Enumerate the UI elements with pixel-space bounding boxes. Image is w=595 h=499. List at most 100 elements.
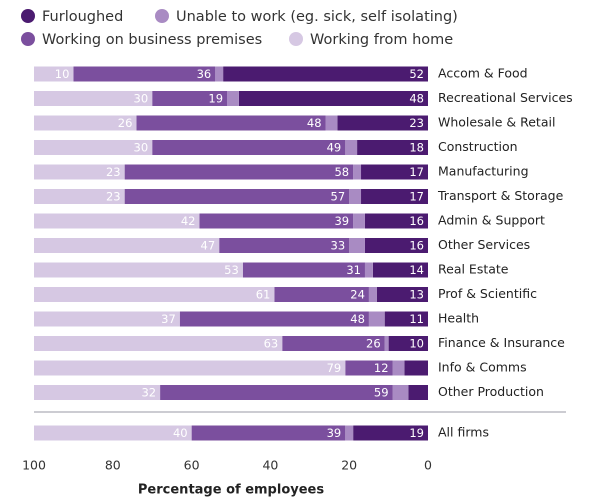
bar-segment bbox=[34, 115, 137, 131]
category-label: Manufacturing bbox=[438, 164, 529, 179]
bar-segment bbox=[34, 360, 346, 376]
category-label: Admin & Support bbox=[438, 213, 545, 228]
value-label: 52 bbox=[409, 67, 424, 81]
bar-segment bbox=[392, 360, 405, 376]
bar-segment bbox=[349, 189, 362, 204]
category-label: Transport & Storage bbox=[437, 188, 564, 203]
bar-segment bbox=[337, 115, 428, 131]
value-label: 48 bbox=[409, 92, 424, 106]
value-label: 18 bbox=[409, 141, 424, 155]
bar-segment bbox=[34, 262, 243, 278]
x-tick-label: 80 bbox=[105, 458, 121, 473]
value-label: 47 bbox=[201, 239, 216, 253]
bar-segment bbox=[238, 91, 428, 106]
value-label: 30 bbox=[134, 92, 149, 106]
value-label: 39 bbox=[334, 214, 349, 228]
bar-segment bbox=[349, 238, 365, 253]
x-axis-label: Percentage of employees bbox=[138, 483, 324, 498]
bar-segment bbox=[361, 189, 428, 204]
x-tick-label: 100 bbox=[22, 458, 46, 473]
bar-segment bbox=[179, 311, 369, 327]
bar-segment bbox=[34, 425, 192, 441]
bar-segment bbox=[361, 164, 428, 180]
bar-segment bbox=[152, 91, 228, 106]
bar-segment bbox=[392, 385, 409, 400]
category-label: Prof & Scientific bbox=[438, 286, 537, 301]
bar-segment bbox=[376, 287, 428, 302]
value-label: 10 bbox=[409, 337, 424, 351]
bar-segment bbox=[219, 238, 350, 253]
value-label: 42 bbox=[181, 214, 196, 228]
value-label: 48 bbox=[350, 312, 365, 326]
value-label: 24 bbox=[350, 288, 365, 302]
bar-segment bbox=[357, 140, 428, 155]
bar-segment bbox=[404, 360, 428, 376]
bar-segment bbox=[274, 287, 369, 302]
value-label: 63 bbox=[264, 337, 279, 351]
bar-segment bbox=[136, 115, 326, 131]
bar-segment bbox=[152, 140, 346, 155]
category-label: Wholesale & Retail bbox=[438, 115, 555, 130]
value-label: 23 bbox=[409, 116, 424, 130]
value-label: 40 bbox=[173, 426, 188, 440]
category-label: Accom & Food bbox=[438, 66, 528, 81]
legend-marker bbox=[21, 9, 35, 23]
value-label: 13 bbox=[409, 288, 424, 302]
value-label: 58 bbox=[334, 165, 349, 179]
bar-segment bbox=[34, 189, 125, 204]
value-label: 39 bbox=[327, 426, 342, 440]
value-label: 31 bbox=[346, 263, 361, 277]
bar-segment bbox=[191, 425, 346, 441]
bar-segment bbox=[368, 311, 385, 327]
value-label: 59 bbox=[374, 386, 389, 400]
legend-label: Working on business premises bbox=[42, 32, 262, 48]
x-tick-label: 60 bbox=[184, 458, 200, 473]
bar-segment bbox=[408, 385, 428, 400]
legend-marker bbox=[21, 32, 35, 46]
value-label: 30 bbox=[134, 141, 149, 155]
category-label: Recreational Services bbox=[438, 90, 573, 105]
bar-segment bbox=[34, 287, 275, 302]
legend-label: Unable to work (eg. sick, self isolating… bbox=[176, 9, 458, 25]
bar-segment bbox=[345, 360, 393, 376]
bar-segment bbox=[215, 66, 224, 82]
value-label: 36 bbox=[197, 67, 212, 81]
bar-segment bbox=[124, 189, 350, 204]
bar-segment bbox=[34, 336, 283, 351]
value-label: 26 bbox=[366, 337, 381, 351]
bar-segment bbox=[325, 115, 338, 131]
x-tick-label: 40 bbox=[262, 458, 278, 473]
value-label: 33 bbox=[331, 239, 346, 253]
bar-segment bbox=[353, 213, 365, 229]
value-label: 23 bbox=[106, 190, 121, 204]
legend-label: Working from home bbox=[310, 32, 453, 48]
bar-segment bbox=[34, 140, 153, 155]
bar-segment bbox=[388, 336, 428, 351]
value-label: 48 bbox=[307, 116, 322, 130]
category-label: All firms bbox=[438, 425, 489, 440]
value-label: 17 bbox=[409, 165, 424, 179]
legend-label: Furloughed bbox=[42, 9, 123, 25]
bar-segment bbox=[124, 164, 354, 180]
value-label: 10 bbox=[55, 67, 70, 81]
legend-marker bbox=[289, 32, 303, 46]
value-label: 49 bbox=[327, 141, 342, 155]
value-label: 61 bbox=[256, 288, 271, 302]
category-label: Health bbox=[438, 311, 479, 326]
bar-segment bbox=[345, 425, 354, 441]
legend-marker bbox=[155, 9, 169, 23]
bar-segment bbox=[160, 385, 393, 400]
x-tick-label: 0 bbox=[424, 458, 432, 473]
bar-segment bbox=[353, 164, 362, 180]
bar-segment bbox=[34, 213, 200, 229]
category-label: Other Production bbox=[438, 384, 544, 399]
value-label: 79 bbox=[327, 361, 342, 375]
value-label: 26 bbox=[118, 116, 133, 130]
value-label: 57 bbox=[331, 190, 346, 204]
bar-segment bbox=[345, 140, 358, 155]
bar-segment bbox=[384, 336, 389, 351]
bar-segment bbox=[364, 262, 373, 278]
value-label: 23 bbox=[106, 165, 121, 179]
bar-segment bbox=[34, 91, 153, 106]
